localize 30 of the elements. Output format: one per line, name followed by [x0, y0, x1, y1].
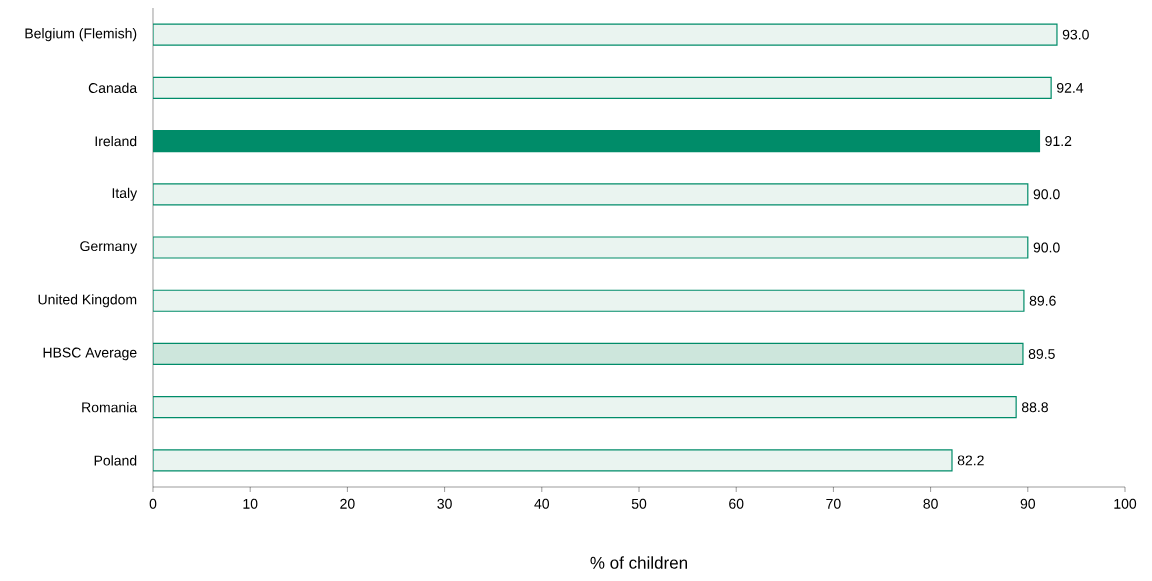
data-label: 90.0 — [1033, 242, 1060, 253]
x-tick-label: 70 — [826, 498, 841, 509]
x-tick-label: 80 — [923, 498, 938, 509]
y-tick-label: Poland — [94, 455, 137, 466]
x-tick-label: 20 — [340, 498, 355, 509]
data-label: 89.5 — [1028, 348, 1055, 359]
data-label: 92.4 — [1056, 82, 1084, 93]
data-label: 88.8 — [1021, 402, 1048, 413]
x-tick-label: 100 — [1114, 498, 1137, 509]
y-tick-label: Belgium (Flemish) — [25, 28, 137, 42]
data-label: 93.0 — [1062, 29, 1089, 40]
x-tick-label: 90 — [1020, 498, 1036, 509]
x-axis-title: % of children — [590, 556, 687, 569]
y-tick-label: HBSC Average — [43, 347, 137, 361]
y-tick-label: Ireland — [95, 135, 137, 147]
x-tick-label: 10 — [243, 498, 258, 509]
data-label: 90.0 — [1033, 189, 1060, 200]
x-tick-label: 60 — [729, 498, 744, 509]
data-label: 91.2 — [1045, 136, 1072, 147]
data-label: 89.6 — [1029, 295, 1056, 306]
y-tick-label: United Kingdom — [38, 294, 137, 308]
y-tick-label: Romania — [82, 402, 138, 413]
x-tick-label: 30 — [437, 498, 452, 509]
x-tick-label: 0 — [149, 498, 157, 509]
x-tick-label: 50 — [631, 498, 647, 509]
y-tick-label: Italy — [112, 187, 138, 201]
data-label: 82.2 — [957, 455, 984, 466]
y-tick-label: Canada — [88, 82, 138, 93]
y-tick-label: Germany — [80, 241, 138, 254]
x-tick-label: 40 — [534, 498, 550, 509]
